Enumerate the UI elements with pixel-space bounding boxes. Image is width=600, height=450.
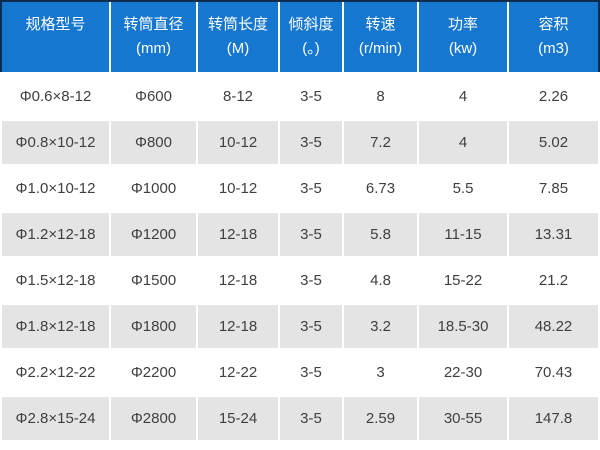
table-cell: 5.02	[509, 121, 598, 164]
table-cell: Φ600	[111, 75, 196, 118]
table-body: Φ0.6×8-12 Φ600 8-12 3-5 8 4 2.26 Φ0.8×10…	[0, 75, 600, 440]
table-cell: 3-5	[280, 75, 342, 118]
table-cell: 18.5-30	[419, 305, 507, 348]
table-cell: 13.31	[509, 213, 598, 256]
table-cell: Φ2200	[111, 351, 196, 394]
header-unit: (kw)	[448, 40, 478, 57]
table-cell: Φ1000	[111, 167, 196, 210]
table-cell: 8	[344, 75, 417, 118]
table-cell: 11-15	[419, 213, 507, 256]
header-cell-drum-diameter: 转筒直径 (mm)	[111, 2, 196, 72]
header-cell-inclination: 倾斜度 (。)	[280, 2, 342, 72]
table-cell: 21.2	[509, 259, 598, 302]
table-cell: 8-12	[198, 75, 278, 118]
table-row: Φ0.6×8-12 Φ600 8-12 3-5 8 4 2.26	[2, 75, 598, 118]
table-cell: 3	[344, 351, 417, 394]
table-cell: 10-12	[198, 121, 278, 164]
table-cell: 147.8	[509, 397, 598, 440]
header-unit: (。)	[302, 40, 320, 57]
table-cell: 3-5	[280, 305, 342, 348]
table-cell: Φ0.8×10-12	[2, 121, 109, 164]
header-cell-model: 规格型号	[2, 2, 109, 72]
table-cell: 3-5	[280, 397, 342, 440]
header-unit: (m3)	[538, 40, 569, 57]
table-cell: 10-12	[198, 167, 278, 210]
table-cell: 15-22	[419, 259, 507, 302]
header-label: 功率	[447, 16, 478, 33]
table-cell: 3-5	[280, 167, 342, 210]
header-cell-power: 功率 (kw)	[419, 2, 507, 72]
header-label: 容积	[538, 16, 569, 33]
table-cell: 2.59	[344, 397, 417, 440]
table-header-row: 规格型号 转筒直径 (mm) 转筒长度 (M) 倾斜度 (。) 转速 (r/mi…	[0, 0, 600, 72]
table-cell: 4	[419, 75, 507, 118]
table-cell: 30-55	[419, 397, 507, 440]
table-cell: Φ2.8×15-24	[2, 397, 109, 440]
table-cell: 7.85	[509, 167, 598, 210]
table-cell: 12-22	[198, 351, 278, 394]
header-unit: (M)	[226, 40, 250, 57]
header-unit: (r/min)	[358, 40, 403, 57]
table-cell: 48.22	[509, 305, 598, 348]
table-row: Φ1.5×12-18 Φ1500 12-18 3-5 4.8 15-22 21.…	[2, 259, 598, 302]
table-cell: Φ1200	[111, 213, 196, 256]
table-cell: 5.5	[419, 167, 507, 210]
table-cell: 3.2	[344, 305, 417, 348]
table-cell: 3-5	[280, 351, 342, 394]
table-cell: 22-30	[419, 351, 507, 394]
table-row: Φ1.8×12-18 Φ1800 12-18 3-5 3.2 18.5-30 4…	[2, 305, 598, 348]
table-cell: 12-18	[198, 259, 278, 302]
table-cell: Φ1.5×12-18	[2, 259, 109, 302]
table-row: Φ1.2×12-18 Φ1200 12-18 3-5 5.8 11-15 13.…	[2, 213, 598, 256]
table-cell: 70.43	[509, 351, 598, 394]
spec-table: 规格型号 转筒直径 (mm) 转筒长度 (M) 倾斜度 (。) 转速 (r/mi…	[0, 0, 600, 440]
table-cell: 2.26	[509, 75, 598, 118]
table-cell: Φ1.0×10-12	[2, 167, 109, 210]
table-cell: Φ1.8×12-18	[2, 305, 109, 348]
header-label: 转速	[365, 16, 396, 33]
table-cell: Φ1.2×12-18	[2, 213, 109, 256]
header-cell-drum-length: 转筒长度 (M)	[198, 2, 278, 72]
table-cell: Φ800	[111, 121, 196, 164]
header-cell-rotation-speed: 转速 (r/min)	[344, 2, 417, 72]
table-cell: Φ1800	[111, 305, 196, 348]
table-row: Φ2.8×15-24 Φ2800 15-24 3-5 2.59 30-55 14…	[2, 397, 598, 440]
table-cell: 3-5	[280, 213, 342, 256]
header-label: 转筒直径	[123, 16, 184, 33]
table-cell: Φ2.2×12-22	[2, 351, 109, 394]
table-cell: 5.8	[344, 213, 417, 256]
table-cell: Φ2800	[111, 397, 196, 440]
table-row: Φ1.0×10-12 Φ1000 10-12 3-5 6.73 5.5 7.85	[2, 167, 598, 210]
table-cell: 12-18	[198, 305, 278, 348]
table-cell: Φ0.6×8-12	[2, 75, 109, 118]
table-row: Φ0.8×10-12 Φ800 10-12 3-5 7.2 4 5.02	[2, 121, 598, 164]
header-label: 转筒长度	[207, 16, 268, 33]
table-cell: 15-24	[198, 397, 278, 440]
table-row: Φ2.2×12-22 Φ2200 12-22 3-5 3 22-30 70.43	[2, 351, 598, 394]
header-cell-volume: 容积 (m3)	[509, 2, 598, 72]
header-unit: (mm)	[136, 40, 171, 57]
table-cell: 4.8	[344, 259, 417, 302]
table-cell: 6.73	[344, 167, 417, 210]
table-cell: 3-5	[280, 259, 342, 302]
table-cell: 4	[419, 121, 507, 164]
table-cell: 12-18	[198, 213, 278, 256]
table-cell: Φ1500	[111, 259, 196, 302]
table-cell: 7.2	[344, 121, 417, 164]
header-label: 倾斜度	[288, 16, 334, 33]
header-label: 规格型号	[25, 16, 86, 33]
table-cell: 3-5	[280, 121, 342, 164]
